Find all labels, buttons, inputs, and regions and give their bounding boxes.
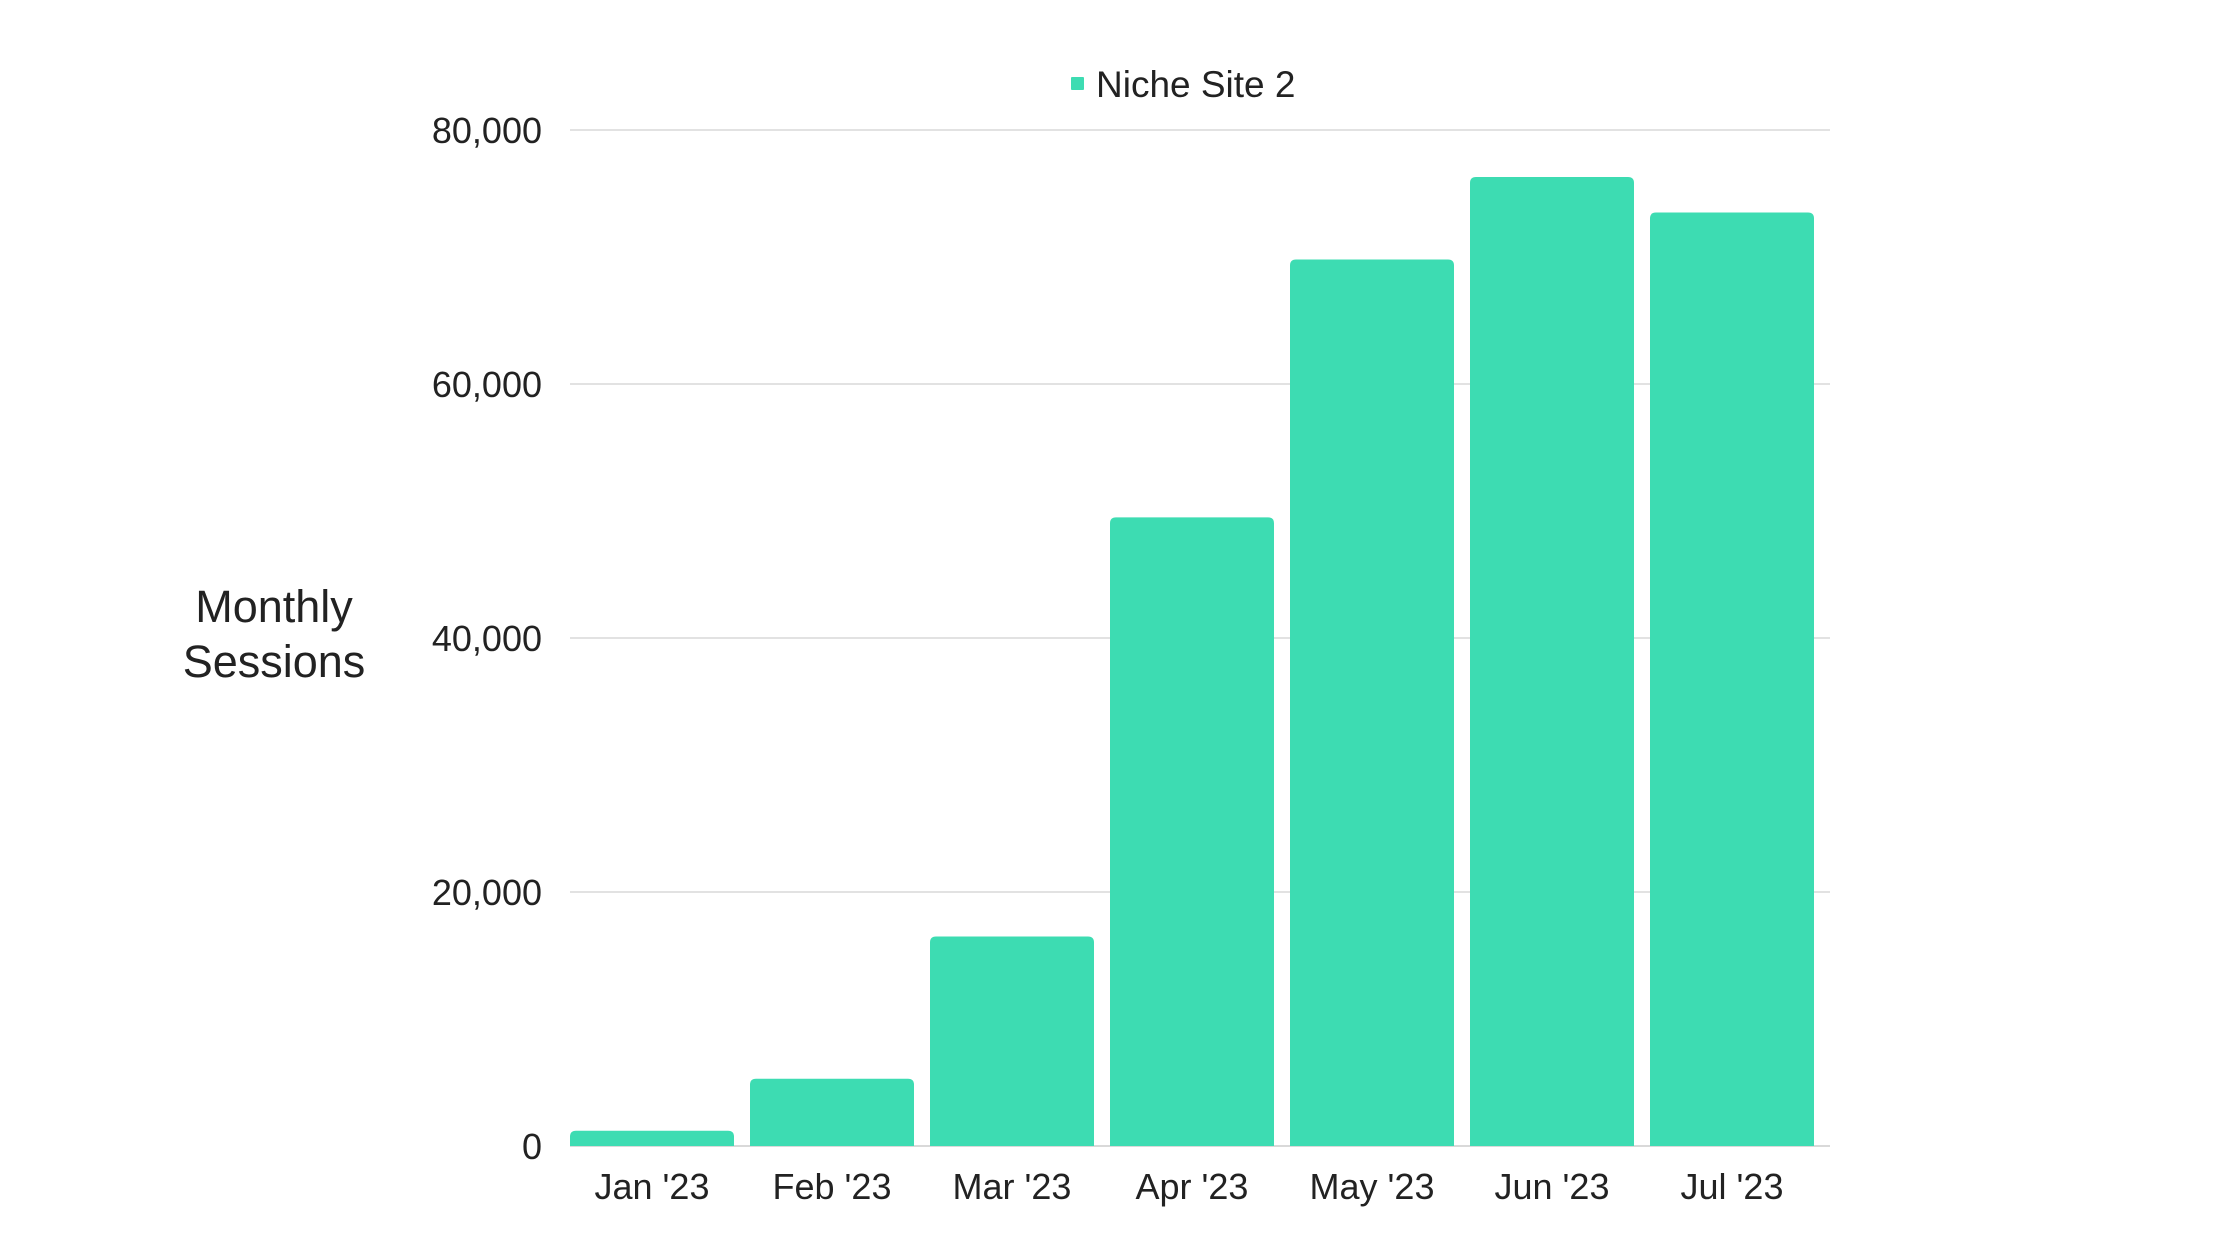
y-tick-label: 40,000 bbox=[432, 618, 542, 659]
x-axis-ticks: Jan '23 Feb '23 Mar '23 Apr '23 May '23 Jun '… bbox=[595, 1166, 1784, 1207]
bar-jun-23[interactable] bbox=[1470, 176, 1634, 1147]
y-tick-label: 0 bbox=[522, 1126, 542, 1167]
legend-swatch bbox=[1071, 77, 1084, 90]
x-tick-label: Jun '23 bbox=[1495, 1166, 1610, 1207]
y-axis-label-line-1: Monthly bbox=[195, 581, 353, 632]
bars bbox=[570, 176, 1814, 1147]
legend: Niche Site 2 bbox=[1071, 64, 1296, 105]
y-axis-label: Monthly Sessions bbox=[183, 581, 366, 687]
x-tick-label: Apr '23 bbox=[1136, 1166, 1249, 1207]
bar-feb-23[interactable] bbox=[750, 1078, 914, 1146]
bar-may-23[interactable] bbox=[1290, 259, 1454, 1146]
x-tick-label: Jul '23 bbox=[1681, 1166, 1784, 1207]
x-tick-label: Feb '23 bbox=[773, 1166, 892, 1207]
bar-jul-23[interactable] bbox=[1650, 212, 1814, 1147]
legend-label-niche-site-2: Niche Site 2 bbox=[1096, 64, 1296, 105]
x-tick-label: Jan '23 bbox=[595, 1166, 710, 1207]
y-tick-label: 80,000 bbox=[432, 110, 542, 151]
x-tick-label: May '23 bbox=[1310, 1166, 1435, 1207]
y-axis-label-line-2: Sessions bbox=[183, 636, 366, 687]
y-axis-ticks: 0 20,000 40,000 60,000 80,000 bbox=[432, 110, 542, 1167]
bar-mar-23[interactable] bbox=[930, 936, 1094, 1146]
bar-jan-23[interactable] bbox=[570, 1130, 734, 1146]
y-tick-label: 20,000 bbox=[432, 872, 542, 913]
y-tick-label: 60,000 bbox=[432, 364, 542, 405]
x-tick-label: Mar '23 bbox=[953, 1166, 1072, 1207]
bar-apr-23[interactable] bbox=[1110, 517, 1274, 1146]
